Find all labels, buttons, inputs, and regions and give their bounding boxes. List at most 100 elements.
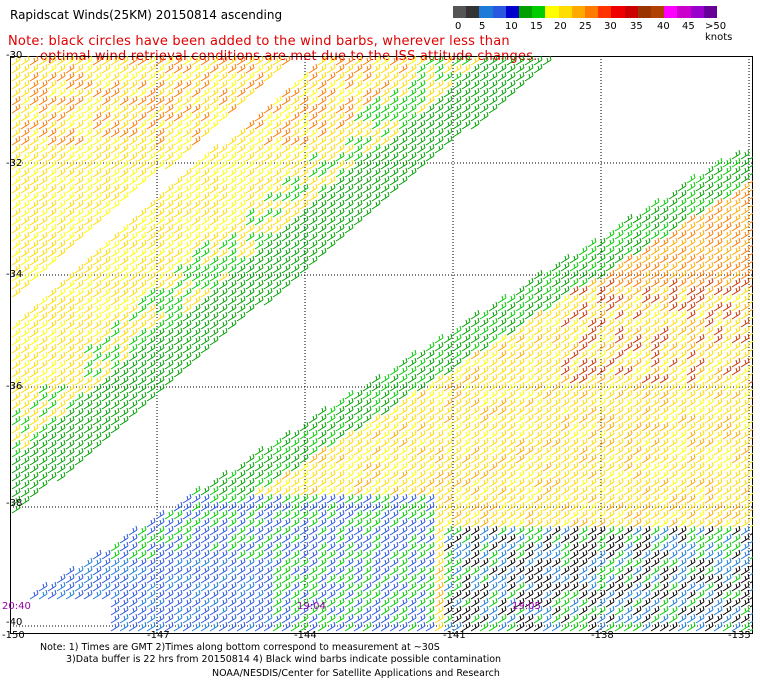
wind-barb: [605, 405, 615, 416]
wind-barb: [110, 597, 120, 608]
legend-label: 30: [604, 21, 617, 32]
wind-barb: [632, 557, 642, 568]
wind-barb: [236, 95, 246, 106]
legend-label: 35: [630, 21, 643, 32]
wind-barb: [263, 541, 273, 552]
wind-barb: [200, 335, 210, 346]
wind-barb: [245, 453, 255, 464]
wind-barb: [353, 183, 363, 194]
wind-barb: [614, 517, 624, 528]
wind-barb: [749, 436, 753, 440]
wind-barb: [227, 279, 237, 290]
wind-barb: [254, 63, 264, 74]
wind-barb: [218, 255, 228, 266]
wind-barb: [146, 159, 156, 170]
wind-barb: [74, 63, 84, 74]
wind-barb: [722, 477, 732, 488]
wind-barb: [173, 215, 183, 226]
wind-barb: [29, 143, 39, 154]
wind-barb: [38, 56, 48, 66]
wind-barb: [416, 509, 426, 520]
lat-label-32: -32: [6, 158, 23, 169]
wind-barb: [164, 271, 174, 282]
wind-barb: [38, 391, 48, 402]
wind-barb: [587, 317, 597, 328]
wind-barb: [569, 293, 579, 304]
wind-barb: [209, 573, 219, 584]
wind-barb: [173, 605, 183, 616]
wind-barb: [164, 343, 174, 354]
wind-barb: [749, 292, 753, 296]
wind-barb: [272, 557, 282, 568]
wind-barb: [137, 279, 147, 290]
wind-barb: [272, 437, 282, 448]
wind-barb: [425, 573, 435, 584]
wind-barb: [227, 311, 237, 322]
wind-barb: [704, 421, 714, 432]
wind-barb: [47, 383, 57, 394]
wind-barb: [191, 263, 201, 274]
wind-barb: [254, 175, 264, 186]
wind-barb: [434, 111, 444, 122]
wind-barb: [380, 485, 390, 496]
wind-barb: [461, 485, 471, 496]
wind-barb: [56, 463, 66, 474]
wind-barb: [191, 597, 201, 608]
wind-barb: [668, 525, 678, 536]
wind-barb: [65, 56, 75, 66]
wind-barb: [704, 557, 714, 568]
wind-barb: [740, 477, 750, 488]
wind-barb: [380, 397, 390, 408]
wind-barb: [398, 461, 408, 472]
wind-barb: [398, 445, 408, 456]
wind-barb: [614, 565, 624, 576]
wind-barb: [155, 573, 165, 584]
wind-barb: [731, 245, 741, 256]
wind-barb: [416, 581, 426, 592]
wind-barb: [344, 63, 354, 74]
wind-barb: [380, 445, 390, 456]
wind-barb: [182, 343, 192, 354]
wind-barb: [11, 343, 21, 354]
wind-barb: [137, 597, 147, 608]
wind-barb: [74, 383, 84, 394]
wind-barb: [695, 309, 705, 320]
wind-barb: [380, 589, 390, 600]
wind-barb: [290, 493, 300, 504]
wind-barb: [515, 421, 525, 432]
wind-barb: [146, 375, 156, 386]
wind-barb: [353, 159, 363, 170]
wind-barb: [533, 533, 543, 544]
wind-barb: [650, 525, 660, 536]
wind-barb: [344, 613, 354, 624]
wind-barb: [200, 303, 210, 314]
wind-barb: [11, 103, 21, 114]
wind-barb: [281, 509, 291, 520]
wind-barb: [434, 56, 444, 66]
wind-barb: [317, 223, 327, 234]
wind-barb: [560, 485, 570, 496]
wind-barb: [371, 469, 381, 480]
wind-barb: [695, 573, 705, 584]
wind-barb: [569, 501, 579, 512]
wind-barb: [731, 533, 741, 544]
wind-barb: [749, 348, 753, 352]
wind-barb: [119, 231, 129, 242]
wind-barb: [596, 549, 606, 560]
wind-barb: [398, 605, 408, 616]
wind-barb: [596, 445, 606, 456]
wind-barb: [407, 357, 417, 368]
wind-barb: [101, 343, 111, 354]
wind-barb: [398, 79, 408, 90]
wind-barb: [641, 293, 651, 304]
wind-barb: [11, 423, 21, 434]
wind-barb: [542, 309, 552, 320]
wind-barb: [155, 151, 165, 162]
wind-barb: [92, 351, 102, 362]
wind-barb: [380, 509, 390, 520]
wind-barb: [29, 111, 39, 122]
wind-barb: [686, 333, 696, 344]
wind-barb: [47, 215, 57, 226]
wind-barb: [38, 415, 48, 426]
wind-barb: [659, 557, 669, 568]
